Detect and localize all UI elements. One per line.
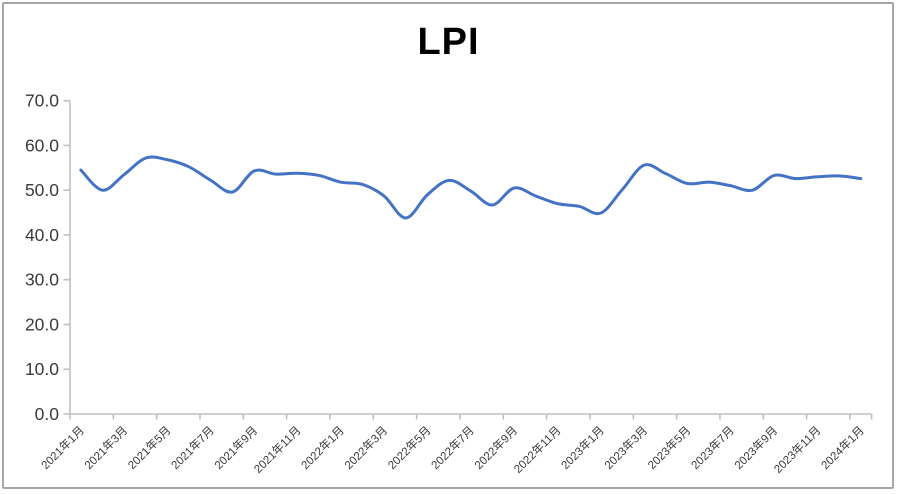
y-tick-label: 10.0 — [25, 359, 59, 379]
y-tick-label: 60.0 — [25, 135, 59, 155]
x-tick-label: 2022年9月 — [471, 423, 520, 472]
x-tick-label: 2021年5月 — [125, 423, 174, 472]
x-tick-label: 2023年5月 — [645, 423, 694, 472]
y-tick-label: 0.0 — [35, 404, 60, 424]
x-tick-label: 2023年3月 — [601, 423, 650, 472]
y-tick-label: 40.0 — [25, 225, 59, 245]
x-tick-label: 2022年11月 — [511, 423, 564, 476]
x-tick-label: 2022年1月 — [298, 423, 347, 472]
y-tick-label: 20.0 — [25, 314, 59, 334]
x-tick-label: 2022年3月 — [341, 423, 390, 472]
x-tick-label: 2023年11月 — [771, 423, 824, 476]
x-tick-label: 2023年7月 — [688, 423, 737, 472]
x-tick-label: 2021年7月 — [168, 423, 217, 472]
series-line-lpi — [79, 155, 863, 220]
y-tick-label: 50.0 — [25, 180, 59, 200]
x-tick-label: 2024年1月 — [818, 423, 867, 472]
x-tick-label: 2021年1月 — [38, 423, 87, 472]
x-tick-label: 2023年1月 — [558, 423, 607, 472]
x-tick-label: 2023年9月 — [731, 423, 780, 472]
chart-title: LPI — [417, 21, 480, 63]
x-tick-label: 2021年11月 — [251, 423, 304, 476]
x-tick-label: 2021年9月 — [211, 423, 260, 472]
y-tick-label: 30.0 — [25, 270, 59, 290]
x-tick-label: 2022年5月 — [385, 423, 434, 472]
x-tick-label: 2021年3月 — [82, 423, 131, 472]
y-tick-label: 70.0 — [25, 91, 59, 111]
x-tick-label: 2022年7月 — [428, 423, 477, 472]
